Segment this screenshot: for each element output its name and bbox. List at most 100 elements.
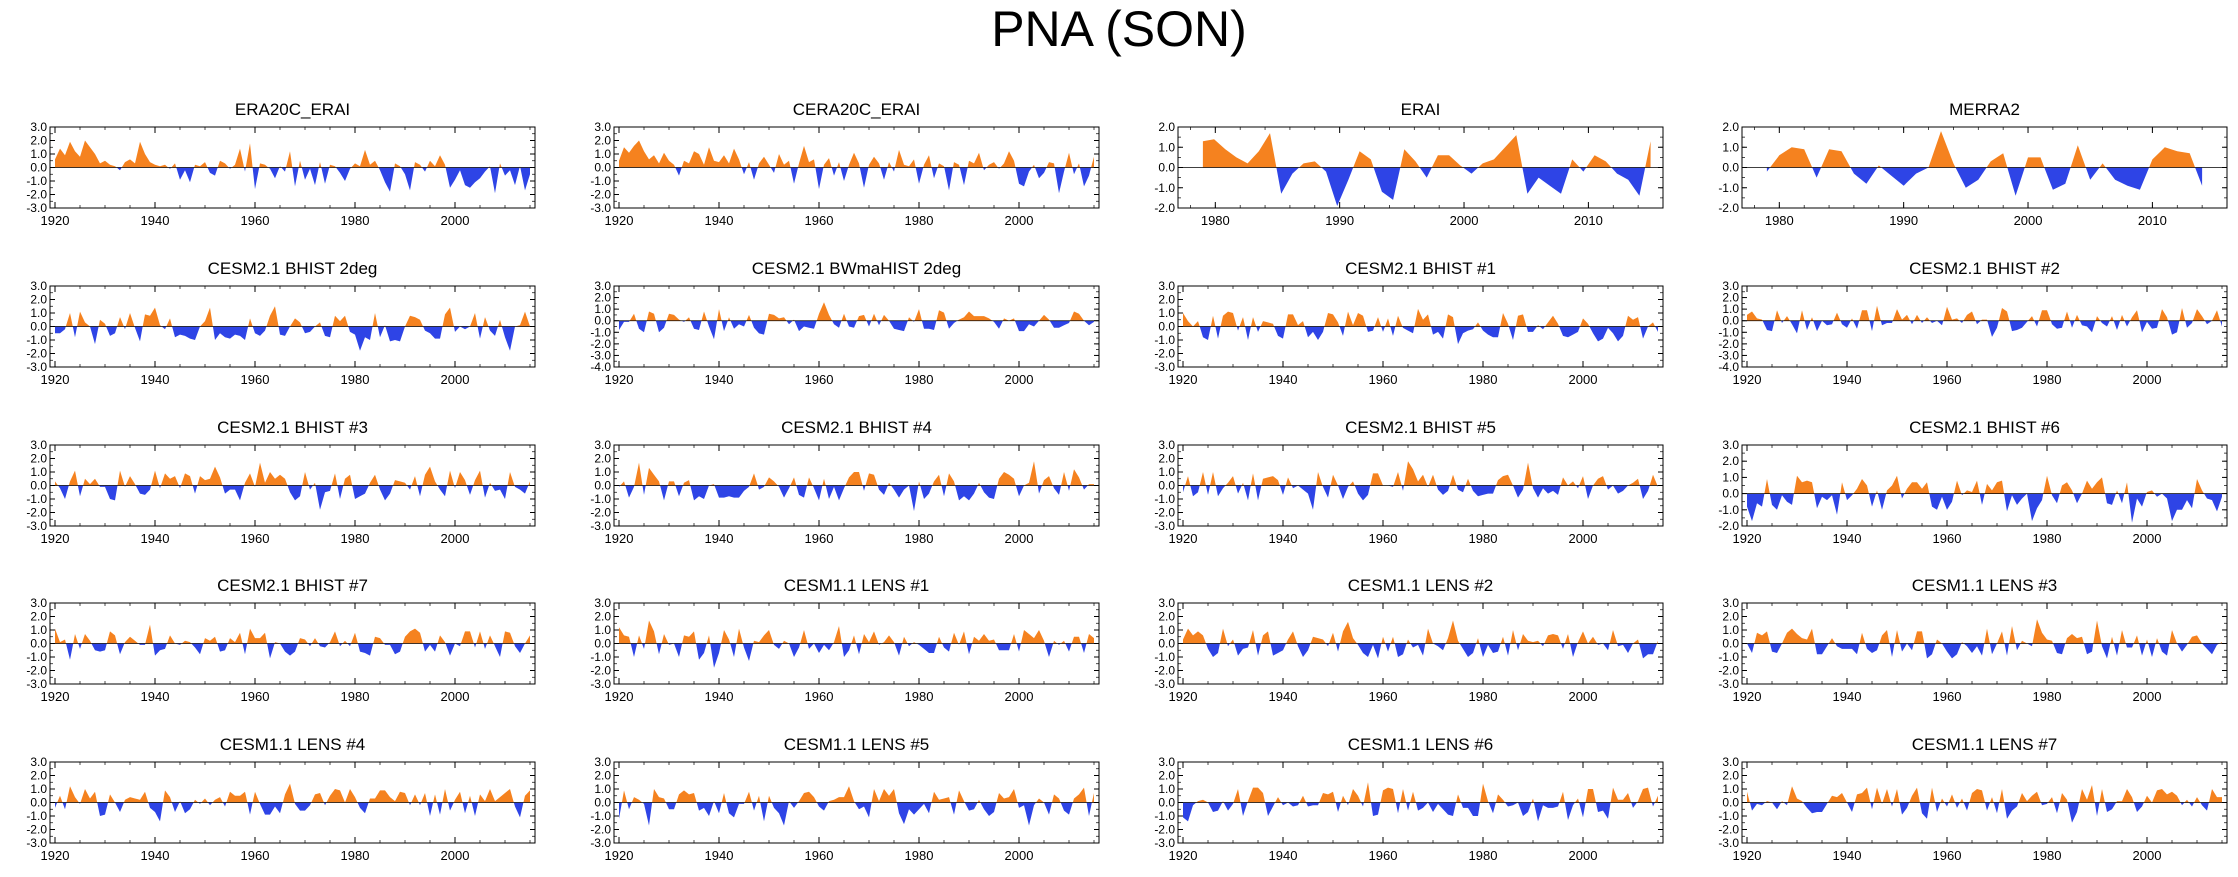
x-tick-label: 2000 bbox=[1569, 372, 1598, 387]
y-tick-label: 0.0 bbox=[1722, 637, 1739, 651]
y-tick-label: 1.0 bbox=[594, 302, 611, 316]
x-tick-label: 1920 bbox=[605, 689, 634, 704]
y-tick-label: -2.0 bbox=[26, 188, 47, 202]
y-tick-label: -1.0 bbox=[26, 492, 47, 506]
panel-title: CESM2.1 BHIST #2 bbox=[1909, 259, 2060, 278]
x-tick-label: 1920 bbox=[1169, 531, 1198, 546]
x-tick-label: 1920 bbox=[41, 213, 70, 228]
panel-title: ERAI bbox=[1401, 100, 1441, 119]
x-tick-label: 1940 bbox=[1269, 848, 1298, 863]
x-tick-label: 1920 bbox=[1733, 689, 1762, 704]
y-tick-label: -2.0 bbox=[590, 337, 611, 351]
y-tick-label: 3.0 bbox=[1722, 596, 1739, 610]
x-tick-label: 1940 bbox=[705, 372, 734, 387]
x-tick-label: 2000 bbox=[1450, 213, 1479, 228]
x-tick-label: 2000 bbox=[2133, 848, 2162, 863]
y-tick-label: 3.0 bbox=[30, 120, 47, 134]
negative-area bbox=[619, 802, 1094, 826]
negative-area bbox=[619, 320, 1094, 340]
panel-title: CESM1.1 LENS #3 bbox=[1912, 576, 2058, 595]
y-tick-label: 2.0 bbox=[1722, 291, 1739, 305]
y-tick-label: -1.0 bbox=[590, 174, 611, 188]
positive-area bbox=[619, 461, 1094, 486]
negative-area bbox=[1183, 802, 1658, 822]
y-tick-label: -4.0 bbox=[590, 360, 611, 374]
y-tick-label: 3.0 bbox=[30, 279, 47, 293]
x-tick-label: 1960 bbox=[805, 848, 834, 863]
positive-area bbox=[619, 302, 1094, 321]
x-tick-label: 1940 bbox=[705, 689, 734, 704]
y-tick-label: 0.0 bbox=[1158, 320, 1175, 334]
y-tick-label: 1.0 bbox=[1158, 140, 1175, 154]
y-tick-label: 2.0 bbox=[30, 452, 47, 466]
y-tick-label: 0.0 bbox=[594, 479, 611, 493]
x-tick-label: 1920 bbox=[1733, 531, 1762, 546]
positive-area bbox=[55, 783, 530, 803]
positive-area bbox=[1183, 308, 1658, 327]
x-tick-label: 1920 bbox=[605, 372, 634, 387]
y-tick-label: -3.0 bbox=[26, 677, 47, 691]
y-tick-label: 2.0 bbox=[594, 452, 611, 466]
y-tick-label: -2.0 bbox=[1154, 347, 1175, 361]
x-tick-label: 1940 bbox=[705, 848, 734, 863]
y-tick-label: -1.0 bbox=[26, 650, 47, 664]
x-tick-label: 1940 bbox=[1833, 372, 1862, 387]
x-tick-label: 2000 bbox=[441, 372, 470, 387]
x-tick-label: 2000 bbox=[2133, 372, 2162, 387]
y-tick-label: 2.0 bbox=[30, 134, 47, 148]
panel-title: CESM2.1 BHIST #4 bbox=[781, 418, 932, 437]
x-tick-label: 1980 bbox=[2033, 848, 2062, 863]
y-tick-label: -3.0 bbox=[590, 836, 611, 850]
panel-4: 2.0 1.0 0.0 -1.0 -2.0 1980 1990 2000 2010 MERRA2 bbox=[1718, 100, 2228, 228]
y-tick-label: -1.0 bbox=[1718, 809, 1739, 823]
x-tick-label: 1940 bbox=[705, 531, 734, 546]
y-tick-label: 1.0 bbox=[1722, 623, 1739, 637]
y-tick-label: 0.0 bbox=[1722, 314, 1739, 328]
y-tick-label: -3.0 bbox=[26, 201, 47, 215]
negative-area bbox=[1202, 167, 1651, 206]
x-tick-label: 1940 bbox=[141, 372, 170, 387]
positive-area bbox=[1183, 782, 1658, 803]
x-tick-label: 1920 bbox=[1169, 372, 1198, 387]
y-tick-label: -1.0 bbox=[1718, 325, 1739, 339]
x-tick-label: 1960 bbox=[241, 689, 270, 704]
y-tick-label: -2.0 bbox=[1718, 664, 1739, 678]
x-tick-label: 2000 bbox=[1569, 689, 1598, 704]
x-tick-label: 2000 bbox=[2133, 531, 2162, 546]
x-tick-label: 1980 bbox=[1469, 848, 1498, 863]
y-tick-label: 0.0 bbox=[1158, 637, 1175, 651]
y-tick-label: 0.0 bbox=[1158, 796, 1175, 810]
positive-area bbox=[55, 462, 530, 486]
x-tick-label: 1960 bbox=[1933, 848, 1962, 863]
y-tick-label: 0.0 bbox=[1158, 161, 1175, 175]
panel-title: CESM2.1 BHIST #7 bbox=[217, 576, 368, 595]
y-tick-label: -2.0 bbox=[590, 823, 611, 837]
y-tick-label: -3.0 bbox=[1154, 677, 1175, 691]
panel-title: CESM1.1 LENS #5 bbox=[784, 735, 930, 754]
panel-title: CESM2.1 BHIST 2deg bbox=[208, 259, 378, 278]
y-tick-label: 0.0 bbox=[1722, 487, 1739, 501]
y-tick-label: -2.0 bbox=[1718, 823, 1739, 837]
x-tick-label: 2000 bbox=[1569, 848, 1598, 863]
y-tick-label: -2.0 bbox=[1718, 337, 1739, 351]
x-tick-label: 1920 bbox=[1733, 372, 1762, 387]
y-tick-label: -3.0 bbox=[590, 201, 611, 215]
y-tick-label: 2.0 bbox=[1158, 610, 1175, 624]
negative-area bbox=[55, 167, 530, 194]
x-tick-label: 1980 bbox=[1765, 213, 1794, 228]
y-tick-label: -1.0 bbox=[590, 492, 611, 506]
panel-title: CERA20C_ERAI bbox=[793, 100, 921, 119]
y-tick-label: 1.0 bbox=[1722, 782, 1739, 796]
x-tick-label: 2000 bbox=[1005, 689, 1034, 704]
x-tick-label: 1960 bbox=[1933, 531, 1962, 546]
y-tick-label: 3.0 bbox=[30, 755, 47, 769]
y-tick-label: -2.0 bbox=[1154, 664, 1175, 678]
y-tick-label: 1.0 bbox=[1722, 140, 1739, 154]
